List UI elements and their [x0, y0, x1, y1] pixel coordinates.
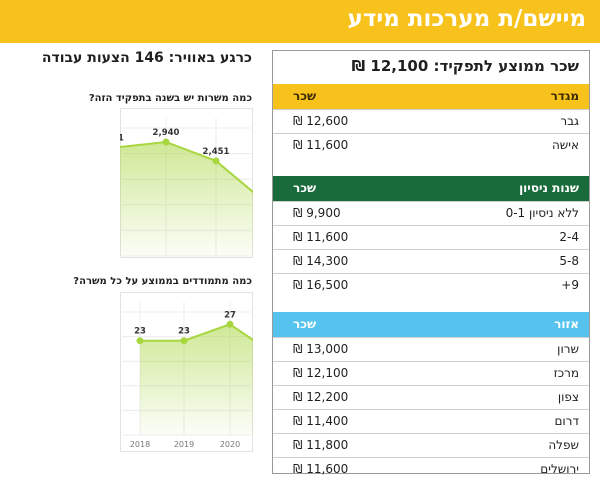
row-value: 11,400 ₪ [293, 414, 349, 428]
row-label: 2-4 [559, 230, 579, 244]
data-label: 27 [224, 310, 236, 320]
table-row: צפון 12,200 ₪ [273, 385, 589, 409]
row-value: 11,600 ₪ [293, 462, 349, 476]
row-label: שפלה [548, 438, 579, 452]
table-row: דרום 11,400 ₪ [273, 409, 589, 433]
jobs-per-year-question: כמה משרות יש בשנה בתפקיד הזה? [88, 93, 252, 104]
header-label: שנות ניסיון [519, 181, 579, 195]
table-row: 5-8 14,300 ₪ [273, 249, 589, 273]
table-row: שפלה 11,800 ₪ [273, 433, 589, 457]
data-point [212, 157, 220, 165]
applicants-per-job-question: כמה מתמודדים בממוצע על כל משרה? [73, 276, 252, 287]
row-label: ללא ניסיון 0-1 [505, 206, 579, 220]
row-label: 9+ [561, 278, 579, 292]
row-label: גבר [560, 114, 579, 128]
row-label: מרכז [553, 366, 579, 380]
row-label: שרון [557, 342, 579, 356]
table-row: ירושלים 11,600 ₪ [273, 457, 589, 481]
row-value: 12,100 ₪ [293, 366, 349, 380]
average-salary-title: שכר ממוצע לתפקיד: 12,100 ₪ [351, 57, 579, 75]
row-value: 16,500 ₪ [293, 278, 349, 292]
series-area [140, 324, 253, 435]
data-point [162, 138, 170, 146]
region-table: אזור שכר שרון 13,000 ₪ מרכז 12,100 ₪ צפו… [273, 312, 589, 481]
data-point [180, 337, 188, 345]
row-value: 14,300 ₪ [293, 254, 349, 268]
row-label: אישה [551, 138, 579, 152]
table-row: גבר 12,600 ₪ [273, 109, 589, 133]
row-value: 12,600 ₪ [293, 114, 349, 128]
page-title: מיישם/ת מערכות מידע [347, 6, 586, 32]
table-row: מרכז 12,100 ₪ [273, 361, 589, 385]
header-label: מגדר [550, 89, 579, 103]
header-value: שכר [293, 317, 317, 331]
region-table-header: אזור שכר [273, 312, 589, 337]
data-label: 23 [178, 327, 190, 337]
row-label: 5-8 [559, 254, 579, 268]
jobs-per-year-chart: 51 2,940 2,451 [120, 108, 253, 258]
experience-table-header: שנות ניסיון שכר [273, 176, 589, 201]
header-value: שכר [293, 89, 317, 103]
applicants-per-job-chart: 23 23 27 2018 2019 2020 [120, 292, 253, 452]
data-label: 51 [120, 133, 124, 143]
row-value: 11,800 ₪ [293, 438, 349, 452]
gender-table: מגדר שכר גבר 12,600 ₪ אישה 11,600 ₪ [273, 84, 589, 157]
header-label: אזור [554, 317, 579, 331]
x-tick-label: 2018 [130, 440, 150, 449]
salary-panel: שכר ממוצע לתפקיד: 12,100 ₪ מגדר שכר גבר … [272, 50, 590, 476]
row-value: 9,900 ₪ [293, 206, 341, 220]
row-label: ירושלים [540, 462, 579, 476]
x-tick-label: 2020 [220, 440, 240, 449]
table-row: אישה 11,600 ₪ [273, 133, 589, 157]
row-value: 11,600 ₪ [293, 138, 349, 152]
x-tick-label: 2019 [174, 440, 194, 449]
data-label: 2,451 [203, 147, 230, 157]
series-line [140, 323, 253, 342]
series-line [120, 140, 253, 194]
series-area [120, 141, 253, 256]
row-value: 11,600 ₪ [293, 230, 349, 244]
data-point [136, 337, 144, 345]
table-row: ללא ניסיון 0-1 9,900 ₪ [273, 201, 589, 225]
table-row: שרון 13,000 ₪ [273, 337, 589, 361]
job-offers-count: כרגע באוויר: 146 הצעות עבודה [41, 50, 252, 66]
header-value: שכר [293, 181, 317, 195]
row-value: 13,000 ₪ [293, 342, 349, 356]
data-point [226, 320, 234, 328]
gender-table-header: מגדר שכר [273, 84, 589, 109]
row-label: דרום [554, 414, 579, 428]
table-row: 9+ 16,500 ₪ [273, 273, 589, 297]
data-label: 2,940 [153, 128, 180, 138]
row-value: 12,200 ₪ [293, 390, 349, 404]
table-row: 2-4 11,600 ₪ [273, 225, 589, 249]
row-label: צפון [557, 390, 579, 404]
experience-table: שנות ניסיון שכר ללא ניסיון 0-1 9,900 ₪ 2… [273, 176, 589, 297]
header-banner: מיישם/ת מערכות מידע [0, 0, 600, 43]
data-label: 23 [134, 327, 146, 337]
